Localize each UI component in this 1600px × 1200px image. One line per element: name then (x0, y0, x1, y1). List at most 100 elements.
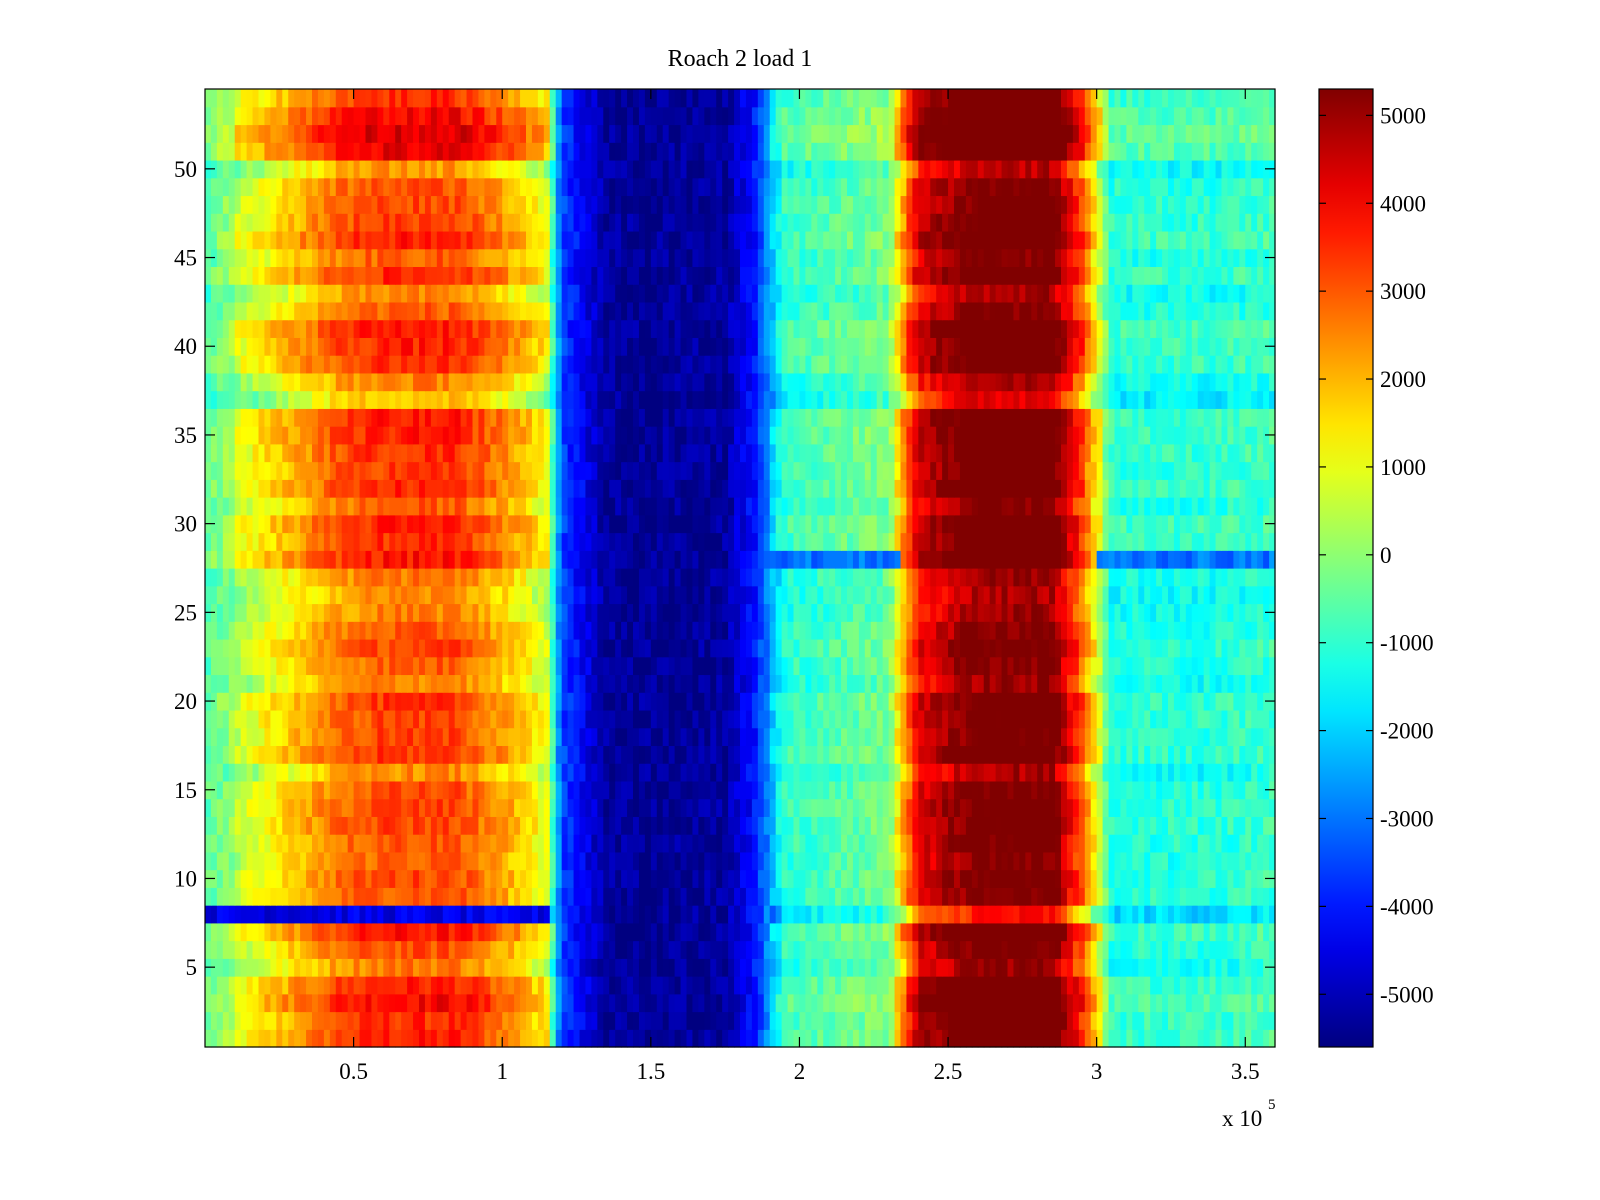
heatmap-cell (716, 656, 723, 676)
heatmap-cell (787, 1029, 795, 1048)
heatmap-cell (216, 940, 224, 959)
heatmap-cell (1043, 727, 1050, 747)
heatmap-cell (1144, 692, 1151, 711)
heatmap-cell (1055, 816, 1062, 835)
heatmap-cell (460, 763, 468, 782)
heatmap-cell (621, 568, 628, 587)
heatmap-cell (323, 674, 331, 693)
heatmap-cell (264, 905, 271, 924)
heatmap-cell (627, 834, 634, 853)
heatmap-cell (638, 798, 646, 817)
heatmap-cell (680, 603, 688, 622)
heatmap-cell (472, 568, 480, 587)
heatmap-cell (615, 656, 622, 676)
heatmap-cell (662, 851, 670, 871)
heatmap-cell (1090, 922, 1098, 942)
heatmap-cell (799, 585, 806, 605)
heatmap-cell (371, 905, 378, 924)
heatmap-cell (389, 869, 396, 888)
heatmap-cell (234, 1011, 242, 1030)
heatmap-cell (234, 709, 242, 729)
heatmap-cell (858, 922, 866, 942)
heatmap-cell (615, 905, 622, 924)
heatmap-cell (496, 550, 503, 569)
heatmap-cell (466, 568, 474, 587)
heatmap-cell (1245, 905, 1252, 924)
heatmap-cell (1209, 745, 1217, 764)
heatmap-cell (716, 692, 723, 711)
heatmap-cell (258, 869, 266, 888)
heatmap-cell (1257, 585, 1264, 605)
heatmap-cell (799, 869, 806, 888)
heatmap-cell (603, 887, 610, 906)
heatmap-cell (1132, 727, 1139, 747)
heatmap-cell (924, 958, 931, 977)
heatmap-cell (609, 958, 616, 977)
heatmap-cell (900, 816, 908, 835)
heatmap-cell (882, 727, 890, 747)
heatmap-cell (769, 1029, 777, 1048)
heatmap-cell (1221, 922, 1229, 942)
heatmap-cell (549, 869, 557, 888)
heatmap-cell (769, 798, 777, 817)
heatmap-cell (1251, 621, 1258, 640)
heatmap-cell (205, 1029, 212, 1048)
heatmap-cell (948, 1029, 955, 1048)
heatmap-cell (317, 745, 325, 764)
heatmap-cell (1102, 834, 1110, 853)
heatmap-cell (757, 603, 765, 622)
heatmap-cell (466, 780, 474, 800)
heatmap-cell (252, 568, 260, 587)
heatmap-cell (1114, 692, 1122, 711)
heatmap-cell (454, 851, 462, 871)
heatmap-cell (1168, 709, 1175, 729)
heatmap-cell (1102, 763, 1110, 782)
heatmap-cell (692, 993, 699, 1013)
heatmap-cell (745, 1011, 753, 1030)
heatmap-cell (1084, 834, 1092, 853)
heatmap-cell (294, 745, 301, 764)
heatmap-cell (508, 869, 515, 888)
heatmap-cell (222, 1029, 230, 1048)
heatmap-cell (365, 745, 373, 764)
heatmap-cell (228, 887, 236, 906)
heatmap-cell (270, 993, 277, 1013)
heatmap-cell (395, 745, 402, 764)
heatmap-cell (383, 887, 390, 906)
heatmap-cell (1055, 958, 1062, 977)
heatmap-cell (864, 550, 872, 569)
heatmap-cell (924, 1029, 931, 1048)
heatmap-cell (1179, 993, 1187, 1013)
heatmap-cell (222, 1011, 230, 1030)
heatmap-cell (1043, 851, 1050, 871)
heatmap-cell (751, 727, 759, 747)
heatmap-cell (638, 709, 646, 729)
heatmap-cell (1233, 621, 1240, 640)
heatmap-cell (561, 709, 569, 729)
heatmap-cell (1114, 869, 1122, 888)
heatmap-cell (1096, 709, 1104, 729)
heatmap-cell (936, 1011, 943, 1030)
heatmap-cell (805, 709, 812, 729)
heatmap-cell (852, 851, 860, 871)
heatmap-cell (537, 869, 545, 888)
heatmap-cell (751, 568, 759, 587)
heatmap-cell (954, 993, 961, 1013)
heatmap-cell (276, 798, 283, 817)
heatmap-cell (347, 709, 355, 729)
heatmap-cell (609, 1011, 616, 1030)
heatmap-cell (585, 727, 592, 747)
heatmap-cell (228, 851, 236, 871)
heatmap-cell (823, 692, 830, 711)
heatmap-cell (965, 763, 973, 782)
heatmap-cell (436, 922, 444, 942)
heatmap-cell (1090, 709, 1098, 729)
heatmap-cell (662, 745, 670, 764)
heatmap-cell (930, 869, 937, 888)
heatmap-cell (579, 958, 587, 977)
heatmap-cell (1263, 621, 1270, 640)
heatmap-cell (597, 656, 604, 676)
heatmap-cell (817, 887, 824, 906)
heatmap-cell (234, 621, 242, 640)
heatmap-cell (1209, 1029, 1217, 1048)
